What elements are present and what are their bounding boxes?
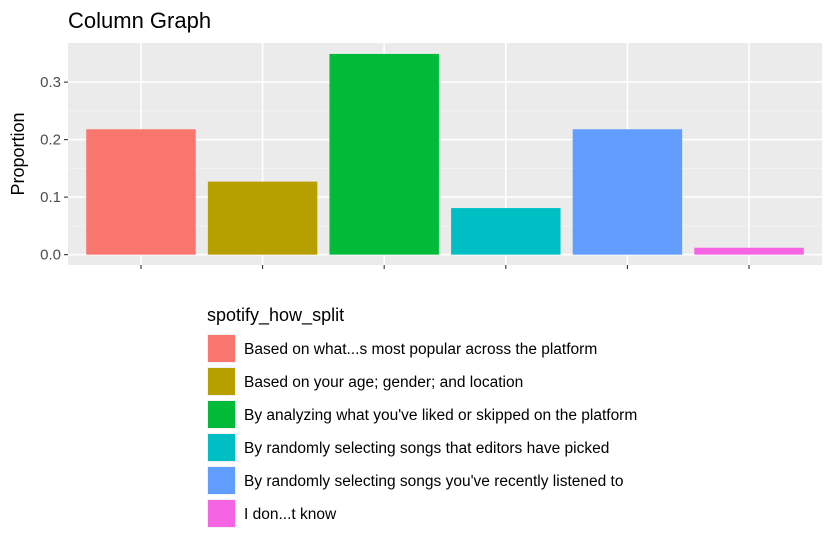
bar: [86, 129, 196, 255]
legend-key: [208, 500, 235, 527]
bar: [694, 247, 804, 255]
chart-title: Column Graph: [68, 8, 211, 33]
bar: [572, 129, 683, 255]
legend: Based on what...s most popular across th…: [207, 334, 637, 528]
y-axis-title: Proportion: [8, 112, 28, 195]
y-tick-label: 0.2: [40, 132, 61, 149]
legend-label: By analyzing what you've liked or skippe…: [244, 407, 637, 424]
legend-label: By randomly selecting songs that editors…: [244, 440, 609, 457]
axes: 0.0 0.1 0.2 0.3: [40, 74, 750, 269]
bars: [86, 53, 804, 255]
bar: [207, 181, 318, 255]
legend-key: [208, 368, 235, 395]
legend-label: I don...t know: [244, 506, 337, 523]
legend-key: [208, 434, 235, 461]
legend-label: By randomly selecting songs you've recen…: [244, 473, 623, 490]
bar: [329, 53, 439, 255]
legend-label: Based on what...s most popular across th…: [244, 341, 597, 358]
legend-key: [208, 401, 235, 428]
legend-key: [208, 467, 235, 494]
legend-title: spotify_how_split: [207, 305, 344, 326]
legend-label: Based on your age; gender; and location: [244, 374, 523, 391]
bar: [451, 208, 561, 255]
y-tick-label: 0.0: [40, 247, 61, 264]
legend-key: [208, 335, 235, 362]
y-tick-label: 0.3: [40, 74, 61, 91]
y-tick-label: 0.1: [40, 189, 61, 206]
